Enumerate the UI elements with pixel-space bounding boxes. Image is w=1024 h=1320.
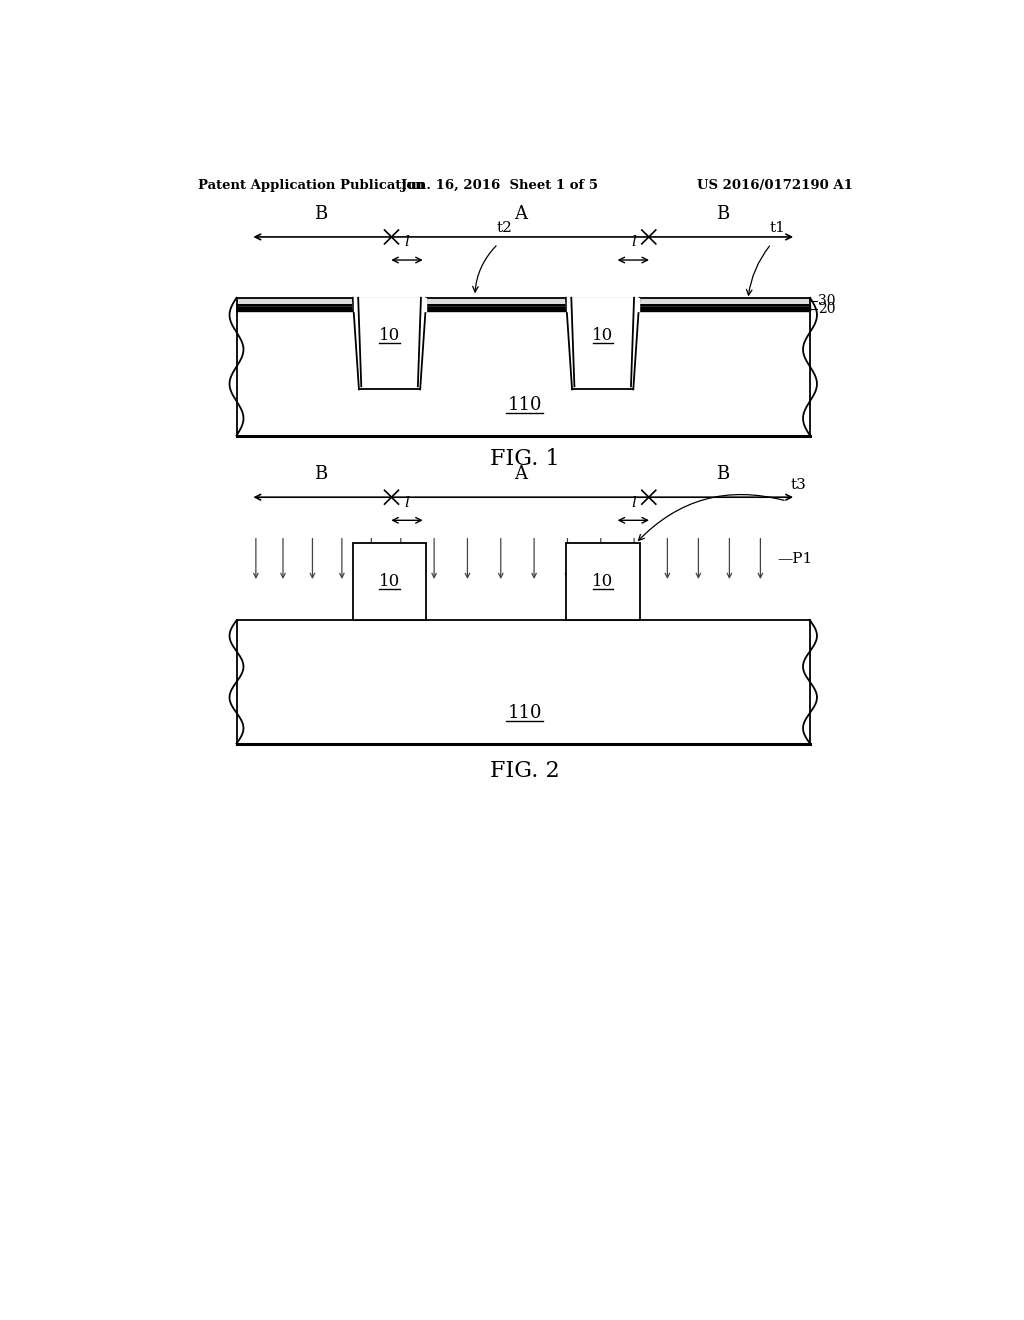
Text: 10: 10 [592,573,613,590]
Text: Jun. 16, 2016  Sheet 1 of 5: Jun. 16, 2016 Sheet 1 of 5 [401,178,598,191]
Text: t2: t2 [497,220,512,235]
Text: US 2016/0172190 A1: US 2016/0172190 A1 [696,178,853,191]
Text: 20: 20 [818,302,836,317]
Text: l: l [631,495,636,510]
Bar [566,544,640,620]
Bar [352,544,426,620]
Polygon shape [566,298,640,389]
Text: 10: 10 [379,327,400,345]
Text: l: l [631,235,636,249]
Text: —P1: —P1 [777,552,813,566]
Text: 10: 10 [592,327,613,345]
Text: 110: 110 [508,396,542,413]
Text: Patent Application Publication: Patent Application Publication [198,178,425,191]
Text: B: B [314,466,328,483]
Text: t1: t1 [770,220,785,235]
Text: B: B [716,466,729,483]
Text: 10: 10 [379,573,400,590]
Text: A: A [514,466,526,483]
Text: A: A [514,205,526,223]
Text: FIG. 1: FIG. 1 [490,447,559,470]
Text: t3: t3 [791,478,806,492]
Text: FIG. 2: FIG. 2 [490,759,559,781]
Text: l: l [404,235,410,249]
Text: l: l [404,495,410,510]
Text: B: B [314,205,328,223]
Text: 30: 30 [818,294,836,308]
Polygon shape [352,298,426,389]
Text: B: B [716,205,729,223]
Text: 110: 110 [508,704,542,722]
